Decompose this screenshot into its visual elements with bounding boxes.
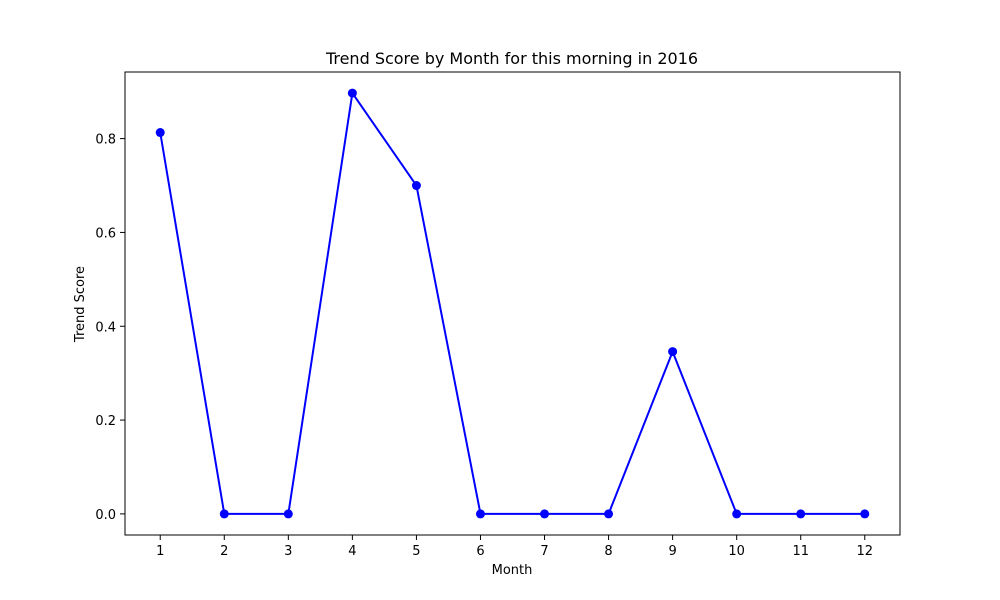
x-tick-label: 8 — [604, 544, 612, 559]
y-tick-label: 0.8 — [95, 133, 116, 148]
data-point — [347, 88, 357, 98]
plot-area: 1 2 3 4 5 6 7 8 9 10 11 120.00.20.40.60.8 — [95, 71, 901, 559]
data-point — [155, 128, 165, 138]
data-point — [732, 509, 742, 519]
x-axis-label: Month — [492, 563, 533, 578]
data-point — [540, 509, 550, 519]
axes-frame — [124, 71, 901, 536]
data-point — [796, 509, 806, 519]
data-point — [219, 509, 229, 519]
x-tick-label: 9 — [668, 544, 676, 559]
y-tick-label: 0.2 — [95, 414, 116, 429]
chart-title: Trend Score by Month for this morning in… — [325, 49, 698, 68]
x-tick-label: 10 — [728, 544, 745, 559]
x-tick-label: 11 — [792, 544, 809, 559]
x-tick-label: 3 — [284, 544, 292, 559]
y-tick-label: 0.6 — [95, 226, 116, 241]
y-tick-label: 0.0 — [95, 508, 116, 523]
data-point — [604, 509, 614, 519]
data-point — [411, 181, 421, 191]
x-tick-label: 6 — [476, 544, 484, 559]
y-tick-label: 0.4 — [95, 320, 116, 335]
data-point — [475, 509, 485, 519]
x-tick-label: 12 — [856, 544, 873, 559]
series-line — [159, 92, 865, 515]
x-tick-label: 7 — [540, 544, 548, 559]
data-point — [668, 347, 678, 357]
y-axis-label: Trend Score — [73, 266, 88, 343]
x-tick-label: 4 — [348, 544, 356, 559]
x-tick-label: 5 — [412, 544, 420, 559]
x-tick-label: 2 — [220, 544, 228, 559]
data-point — [860, 509, 870, 519]
x-tick-label: 1 — [156, 544, 164, 559]
data-point — [283, 509, 293, 519]
